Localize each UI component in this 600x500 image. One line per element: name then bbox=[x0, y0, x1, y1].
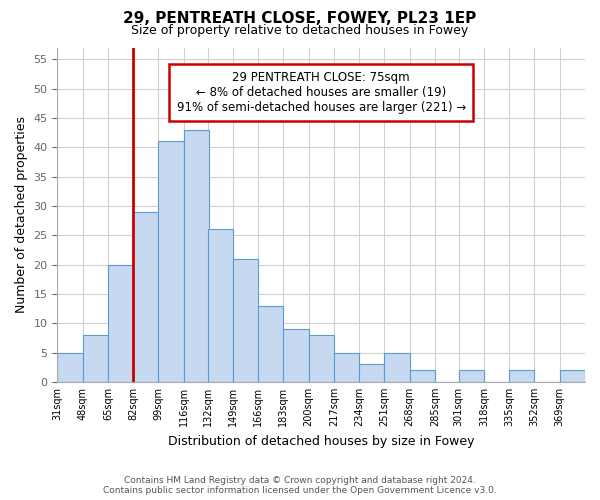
Bar bbox=[233, 258, 258, 382]
Text: 29, PENTREATH CLOSE, FOWEY, PL23 1EP: 29, PENTREATH CLOSE, FOWEY, PL23 1EP bbox=[124, 11, 476, 26]
Bar bbox=[83, 335, 108, 382]
Bar bbox=[133, 212, 158, 382]
Bar bbox=[334, 352, 359, 382]
Y-axis label: Number of detached properties: Number of detached properties bbox=[15, 116, 28, 313]
Bar bbox=[410, 370, 435, 382]
Bar bbox=[359, 364, 385, 382]
Bar bbox=[258, 306, 283, 382]
X-axis label: Distribution of detached houses by size in Fowey: Distribution of detached houses by size … bbox=[168, 434, 475, 448]
Bar bbox=[208, 230, 233, 382]
Bar bbox=[509, 370, 535, 382]
Text: Contains HM Land Registry data © Crown copyright and database right 2024.
Contai: Contains HM Land Registry data © Crown c… bbox=[103, 476, 497, 495]
Bar bbox=[458, 370, 484, 382]
Text: Size of property relative to detached houses in Fowey: Size of property relative to detached ho… bbox=[131, 24, 469, 37]
Text: 29 PENTREATH CLOSE: 75sqm
← 8% of detached houses are smaller (19)
91% of semi-d: 29 PENTREATH CLOSE: 75sqm ← 8% of detach… bbox=[176, 71, 466, 114]
Bar bbox=[308, 335, 334, 382]
Bar bbox=[158, 142, 184, 382]
Bar bbox=[560, 370, 585, 382]
Bar bbox=[283, 329, 308, 382]
Bar bbox=[184, 130, 209, 382]
Bar bbox=[108, 264, 133, 382]
Bar bbox=[385, 352, 410, 382]
Bar bbox=[58, 352, 83, 382]
